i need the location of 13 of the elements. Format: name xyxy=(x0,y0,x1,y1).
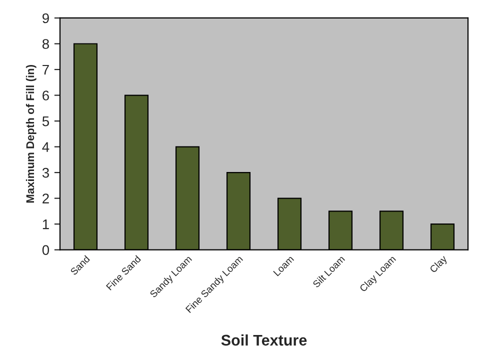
y-tick-label: 2 xyxy=(42,194,49,204)
y-tick-label: 7 xyxy=(42,64,49,75)
y-tick-label: 3 xyxy=(42,168,49,178)
y-tick-label: 4 xyxy=(42,142,50,152)
y-tick-label: 1 xyxy=(42,220,49,230)
y-tick-label: 5 xyxy=(42,116,49,126)
y-tick-label: 9 xyxy=(42,13,49,24)
y-axis-title: Maximum Depth of Fill (in) xyxy=(26,65,36,203)
y-tick-label: 6 xyxy=(42,90,49,100)
y-tick-label: 0 xyxy=(42,245,50,255)
y-tick-label: 8 xyxy=(42,39,49,49)
x-tick-label: Clay xyxy=(429,254,449,274)
x-axis-title: Soil Texture xyxy=(221,334,307,346)
